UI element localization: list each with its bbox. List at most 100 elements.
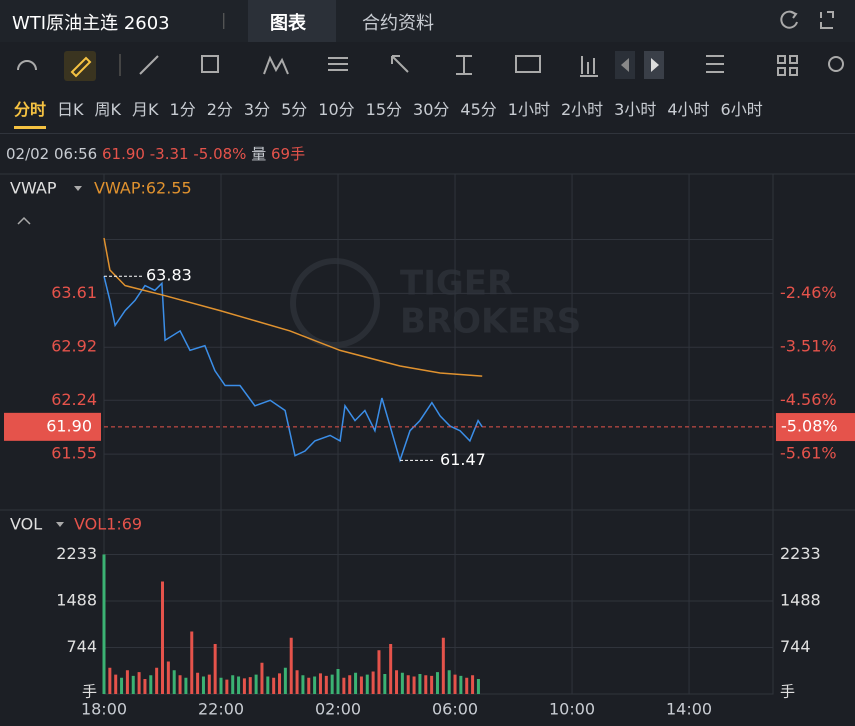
volume-bar [377, 650, 381, 694]
icon[interactable] [263, 55, 289, 75]
volume-bar [278, 673, 282, 694]
indicator-name: VOL [10, 515, 42, 534]
period-tab[interactable]: 周K [94, 100, 122, 119]
icon[interactable] [139, 55, 159, 75]
volume-bar [213, 644, 217, 694]
period-tab[interactable]: 分时 [14, 96, 47, 129]
current-box [4, 412, 101, 441]
volume-bar [476, 679, 480, 694]
top-bar: WTI原油主连 2603 | 图表 合约资料 [0, 0, 855, 42]
period-tab[interactable]: 2小时 [560, 100, 604, 119]
dropdown-arrow [56, 522, 64, 527]
period-tab[interactable]: 45分 [460, 100, 497, 119]
period-tab[interactable]: 日K [57, 100, 84, 119]
x-tick-label: 10:00 [549, 700, 595, 719]
volume-bar [131, 675, 135, 694]
volume-bar [424, 675, 428, 694]
icon[interactable] [70, 56, 92, 78]
volume-bar [453, 674, 457, 694]
volume-bar [289, 637, 293, 694]
volume-bar [161, 581, 165, 694]
period-tab[interactable]: 4小时 [667, 100, 710, 119]
quote-volume: 69手 [271, 145, 306, 163]
watermark: TIGER [400, 264, 513, 304]
x-tick-label: 18:00 [81, 700, 127, 719]
window-icons[interactable] [775, 8, 845, 32]
period-tab[interactable]: 30分 [413, 100, 450, 119]
volume-bar [447, 670, 451, 694]
volume-bar [430, 675, 434, 694]
volume-bar [435, 672, 439, 694]
indicator-name: VWAP [10, 179, 57, 198]
period-tab[interactable]: 3小时 [614, 100, 657, 119]
volume-bar [330, 674, 334, 694]
vwap-line [103, 237, 483, 377]
quote-info: 02/02 06:56 61.90 -3.31 -5.08% 量 69手 [6, 143, 305, 164]
volume-bar [125, 670, 129, 694]
period-tab[interactable]: 6小时 [720, 100, 763, 119]
volume-bar [313, 676, 317, 694]
icon[interactable] [580, 56, 598, 77]
dropdown-arrow [74, 186, 82, 191]
y-tick-label: 1488 [56, 591, 97, 610]
volume-bar [412, 676, 416, 694]
low-label: 61.47 [440, 450, 486, 469]
volume-bar [307, 677, 311, 694]
tab[interactable]: 图表 [270, 13, 306, 34]
volume-bar [178, 675, 182, 694]
icon[interactable] [777, 55, 798, 76]
y-tick-label: 744 [780, 637, 811, 656]
icon[interactable] [391, 55, 409, 73]
period-tab[interactable]: 1小时 [507, 100, 550, 119]
volume-bar [283, 667, 287, 694]
indicator-value: VOL1:69 [74, 515, 142, 534]
volume-bar [114, 674, 118, 694]
period-tab[interactable]: 10分 [318, 100, 355, 119]
volume-bar [342, 677, 346, 694]
y2-tick-label: -2.46% [780, 283, 837, 302]
period-tab[interactable]: 15分 [365, 100, 403, 119]
drawing-toolbar [0, 42, 855, 88]
x-tick-label: 02:00 [315, 700, 361, 719]
active-tab-bg [248, 0, 336, 42]
quote-change-pct: -5.08% [193, 145, 247, 163]
icon[interactable] [328, 57, 348, 71]
volume-bar [260, 662, 264, 694]
y-tick-label: 2233 [56, 544, 97, 563]
y-tick-label: 62.24 [51, 390, 97, 409]
period-tab[interactable]: 1分 [169, 100, 196, 119]
volume-bar [172, 670, 176, 694]
tab[interactable]: 合约资料 [362, 13, 434, 34]
period-tab[interactable]: 2分 [206, 100, 233, 119]
indicator-value: VWAP:62.55 [94, 179, 192, 198]
volume-bar [418, 674, 422, 694]
divider: | [221, 10, 227, 29]
icon[interactable] [515, 55, 541, 73]
icon[interactable] [706, 55, 724, 73]
period-tab[interactable]: 月K [132, 100, 159, 119]
volume-bar [365, 674, 369, 694]
volume-bar [201, 676, 205, 694]
instrument-title: WTI原油主连 2603 [12, 13, 170, 34]
icon[interactable] [17, 60, 37, 71]
icon[interactable] [828, 56, 844, 72]
quote-volume-label: 量 [251, 145, 267, 163]
volume-bar [441, 637, 445, 694]
period-tab[interactable]: 3分 [243, 100, 271, 119]
icon[interactable] [456, 55, 472, 75]
volume-bar [231, 675, 235, 694]
icon[interactable] [201, 55, 219, 73]
period-tab[interactable]: 5分 [281, 100, 308, 119]
volume-bar [371, 671, 375, 694]
volume-bar [190, 631, 194, 694]
icon-bg [64, 51, 96, 81]
volume-bar [301, 675, 305, 694]
volume-bar [389, 644, 393, 694]
volume-bar [225, 679, 229, 694]
y-tick-label: 62.92 [51, 337, 97, 356]
price-line [103, 276, 483, 463]
volume-bar [465, 677, 469, 694]
volume-bar [108, 667, 112, 694]
